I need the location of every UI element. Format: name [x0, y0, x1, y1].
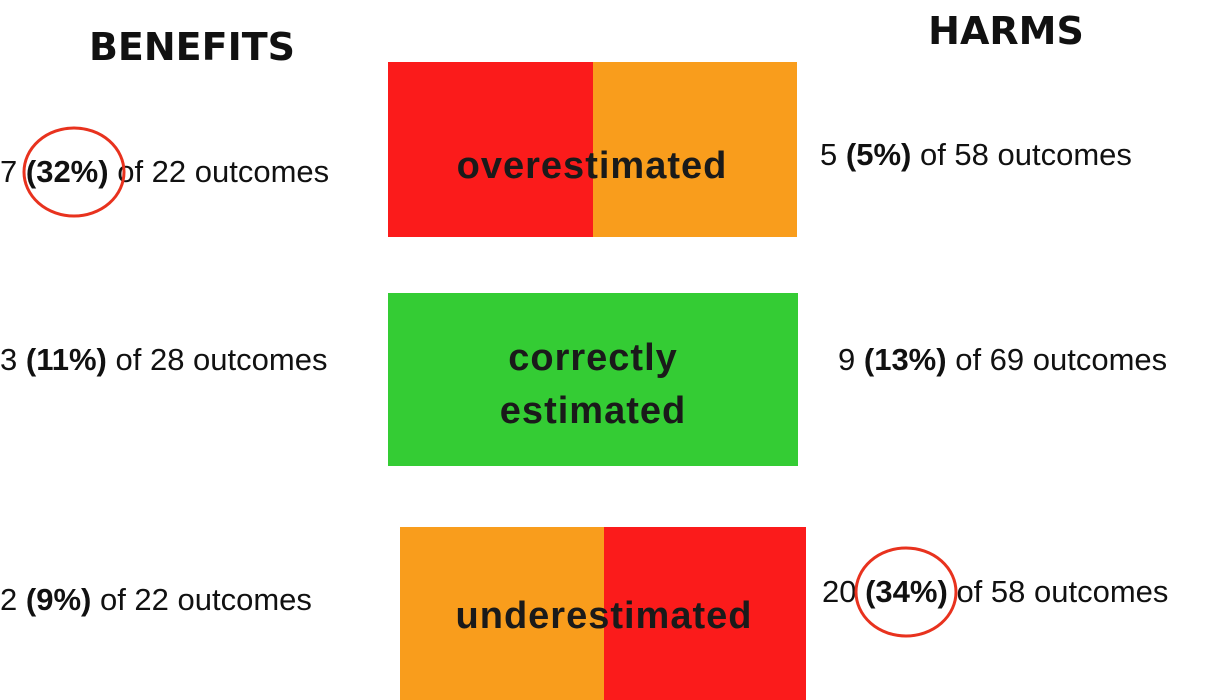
box-label: underestimated: [456, 595, 753, 637]
stat-part: 7: [0, 154, 17, 189]
stat-part: (11%): [26, 342, 107, 377]
harms-stat: 20 (34%) of 58 outcomes: [822, 574, 1168, 609]
stat-part: (9%): [26, 582, 91, 617]
stat-part: of 58 outcomes: [956, 574, 1168, 609]
stat-part: of 22 outcomes: [100, 582, 312, 617]
stat-part: 3: [0, 342, 17, 377]
stat-part: (34%): [865, 574, 948, 609]
stat-part: 5: [820, 137, 837, 172]
stat-part: 20: [822, 574, 856, 609]
stat-part: of 28 outcomes: [115, 342, 327, 377]
benefits-stat: 3 (11%) of 28 outcomes: [0, 342, 327, 377]
box-label: correctly: [508, 337, 678, 379]
stat-part: (5%): [846, 137, 911, 172]
header: HARMS: [928, 9, 1084, 53]
box-label: overestimated: [457, 145, 728, 187]
stat-part: (13%): [864, 342, 947, 377]
stat-part: of 22 outcomes: [117, 154, 329, 189]
box-part: [593, 62, 797, 237]
stat-part: (32%): [26, 154, 109, 189]
highlight-circle: [854, 546, 958, 638]
box-part: [388, 62, 593, 237]
benefits-stat: 2 (9%) of 22 outcomes: [0, 582, 312, 617]
stat-part: of 69 outcomes: [955, 342, 1167, 377]
box-part: [604, 527, 806, 700]
harms-stat: 9 (13%) of 69 outcomes: [838, 342, 1167, 377]
harms-stat: 5 (5%) of 58 outcomes: [820, 137, 1132, 172]
stat-part: 9: [838, 342, 855, 377]
box: [388, 293, 798, 466]
highlight-circle: [22, 126, 126, 218]
header: BENEFITS: [89, 25, 295, 69]
stat-part: 2: [0, 582, 17, 617]
benefits-stat: 7 (32%) of 22 outcomes: [0, 154, 329, 189]
box-part: [400, 527, 604, 700]
stat-part: of 58 outcomes: [920, 137, 1132, 172]
box-label: estimated: [500, 390, 686, 432]
